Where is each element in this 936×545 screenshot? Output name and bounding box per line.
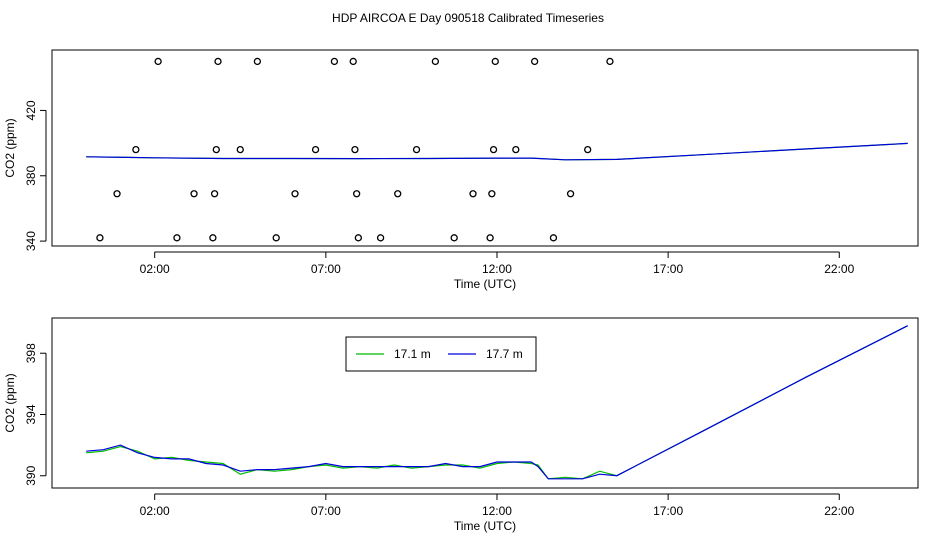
data-point (96, 234, 104, 242)
data-point (549, 234, 558, 242)
x-tick-label: 12:00 (482, 262, 512, 276)
x-tick-label: 17:00 (653, 504, 683, 518)
data-point (431, 57, 440, 66)
data-point (352, 190, 361, 198)
data-point (113, 190, 121, 198)
data-point (584, 145, 592, 154)
data-point (376, 234, 385, 242)
data-point (214, 57, 222, 66)
x-tick-label: 07:00 (311, 262, 341, 276)
series-line-17-1-m (86, 142, 908, 161)
x-axis-label: Time (UTC) (454, 519, 516, 533)
data-point (486, 234, 494, 242)
data-point (236, 145, 244, 154)
y-tick-label: 398 (24, 343, 38, 363)
data-point (469, 190, 477, 198)
data-point (330, 57, 339, 66)
x-tick-label: 17:00 (653, 262, 683, 276)
data-point (412, 145, 421, 154)
data-point (349, 57, 357, 66)
y-tick-label: 380 (24, 165, 38, 185)
data-point (210, 190, 219, 198)
y-tick-label: 340 (24, 231, 38, 251)
plot-frame (51, 49, 919, 247)
data-point (132, 145, 140, 154)
data-point (530, 57, 539, 66)
series-line-17-7-m (86, 142, 908, 161)
data-point (512, 145, 520, 154)
data-point (190, 190, 198, 198)
series-line-17-7-m (86, 325, 908, 480)
y-tick-label: 420 (24, 100, 38, 120)
y-tick-label: 394 (24, 404, 38, 424)
data-point (291, 190, 299, 198)
x-tick-label: 22:00 (824, 504, 854, 518)
data-point (154, 57, 162, 66)
x-tick-label: 22:00 (824, 262, 854, 276)
data-point (354, 234, 363, 242)
data-point (351, 145, 359, 154)
data-point (488, 190, 496, 198)
legend-entry: 17.7 m (486, 347, 523, 361)
y-tick-label: 390 (24, 465, 38, 485)
data-point (491, 57, 499, 66)
data-point (606, 57, 614, 66)
legend: 17.1 m 17.7 m (345, 336, 537, 372)
x-tick-label: 12:00 (482, 504, 512, 518)
data-point (272, 234, 280, 242)
x-tick-label: 02:00 (140, 262, 170, 276)
x-axis-label: Time (UTC) (454, 277, 516, 291)
bottom-panel: 02:00 07:00 12:00 17:00 22:00 Time (UTC) 390 39… (3, 317, 919, 533)
y-axis-label: CO2 (ppm) (3, 118, 17, 177)
plot-frame (51, 317, 919, 489)
data-point (450, 234, 458, 242)
data-point (253, 57, 262, 66)
data-point (212, 145, 220, 154)
data-point (394, 190, 402, 198)
data-point (489, 145, 498, 154)
legend-entry: 17.1 m (394, 347, 431, 361)
y-axis-label: CO2 (ppm) (3, 373, 17, 432)
top-panel: 02:00 07:00 12:00 17:00 22:00 Time (UTC) 340 38… (3, 49, 919, 291)
data-point (173, 234, 181, 242)
x-tick-label: 07:00 (311, 504, 341, 518)
data-point (209, 234, 217, 242)
page-title: HDP AIRCOA E Day 090518 Calibrated Times… (332, 11, 604, 25)
data-point (566, 190, 575, 198)
data-point (311, 145, 320, 154)
x-tick-label: 02:00 (140, 504, 170, 518)
